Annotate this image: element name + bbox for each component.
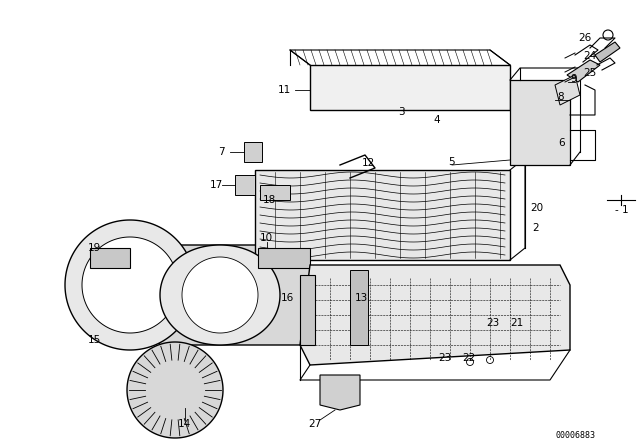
Text: 2: 2	[532, 223, 539, 233]
Polygon shape	[260, 185, 290, 200]
Text: 16: 16	[281, 293, 294, 303]
Text: 7: 7	[218, 147, 225, 157]
Text: 10: 10	[260, 233, 273, 243]
Polygon shape	[300, 275, 315, 345]
Text: 26: 26	[578, 33, 591, 43]
Polygon shape	[160, 245, 280, 345]
Text: 12: 12	[362, 158, 375, 168]
Text: 9: 9	[570, 74, 577, 84]
Text: 5: 5	[449, 157, 455, 167]
Text: 3: 3	[398, 107, 404, 117]
Circle shape	[486, 357, 493, 363]
Text: 00006883: 00006883	[555, 431, 595, 439]
Polygon shape	[595, 42, 620, 62]
Text: 22: 22	[462, 353, 476, 363]
Text: 19: 19	[88, 243, 101, 253]
Circle shape	[169, 384, 181, 396]
Circle shape	[603, 30, 613, 40]
Circle shape	[467, 358, 474, 366]
Text: 11: 11	[278, 85, 291, 95]
Polygon shape	[350, 270, 368, 345]
Polygon shape	[90, 248, 130, 268]
Text: 24: 24	[583, 51, 596, 61]
Circle shape	[551, 291, 559, 299]
Text: 13: 13	[355, 293, 368, 303]
Polygon shape	[510, 80, 570, 165]
Text: 23: 23	[486, 318, 499, 328]
Text: 8: 8	[557, 92, 564, 102]
Polygon shape	[82, 237, 178, 333]
Text: 6: 6	[558, 138, 564, 148]
Polygon shape	[235, 175, 255, 195]
Polygon shape	[65, 220, 195, 350]
Polygon shape	[310, 65, 510, 110]
Text: 14: 14	[178, 419, 191, 429]
Text: 18: 18	[263, 195, 276, 205]
Text: 20: 20	[530, 203, 543, 213]
Text: 4: 4	[433, 115, 440, 125]
Text: - 1: - 1	[615, 205, 628, 215]
Text: 23: 23	[438, 353, 451, 363]
Circle shape	[551, 331, 559, 339]
Polygon shape	[258, 248, 310, 268]
Polygon shape	[320, 375, 360, 410]
Polygon shape	[182, 257, 258, 333]
Text: 17: 17	[210, 180, 223, 190]
Text: 15: 15	[88, 335, 101, 345]
Polygon shape	[255, 170, 510, 260]
Polygon shape	[244, 142, 262, 162]
Circle shape	[160, 375, 190, 405]
Polygon shape	[567, 60, 600, 82]
Text: 27: 27	[308, 419, 321, 429]
Text: 25: 25	[583, 68, 596, 78]
Text: 21: 21	[510, 318, 524, 328]
Polygon shape	[127, 342, 223, 438]
Polygon shape	[150, 245, 310, 345]
Polygon shape	[300, 265, 570, 365]
Circle shape	[247, 146, 259, 158]
Polygon shape	[555, 75, 580, 105]
